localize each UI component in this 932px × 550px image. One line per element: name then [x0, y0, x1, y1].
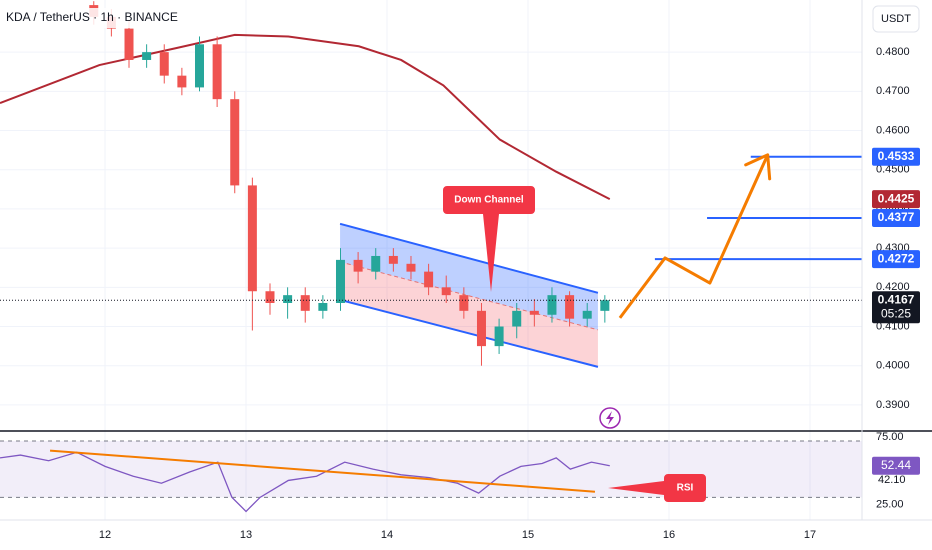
- candle-body: [318, 302, 328, 311]
- level-label-bg: [872, 250, 920, 269]
- callout: [608, 474, 706, 502]
- price-pane: Down Channel: [0, 1, 862, 368]
- title-bg: [0, 8, 196, 28]
- candle-body: [265, 291, 275, 303]
- y-tick-label: 0.4000: [876, 360, 910, 372]
- level-label: 0.4533: [878, 149, 915, 163]
- rsi-last-label: 52.44: [881, 458, 911, 472]
- x-tick-label: 16: [663, 529, 675, 541]
- candle-body: [335, 259, 345, 303]
- candle-body: [177, 75, 187, 88]
- level-label: 0.4272: [878, 251, 915, 265]
- candle-body: [424, 271, 434, 288]
- rsi-pane: RSI: [0, 440, 862, 513]
- rsi-marker-label: 42.10: [878, 474, 906, 486]
- ma-label-bg: [872, 190, 920, 209]
- candle-body: [406, 263, 416, 272]
- axes: 12 13 14 15 16 17 0.4800 0.4700 0.4600 0.4500 0.44…: [99, 46, 920, 541]
- channel-upper-fill: [340, 223, 598, 330]
- candle-body: [353, 259, 363, 272]
- x-tick-label: 14: [381, 529, 393, 541]
- y-tick-label: 0.4200: [876, 281, 910, 293]
- event-icon: [606, 411, 614, 425]
- candle-body: [565, 295, 575, 319]
- candle-body: [388, 255, 398, 264]
- candle-body: [194, 44, 204, 88]
- projection-arrowhead: [744, 153, 772, 181]
- y-tick-label: 0.4500: [876, 164, 910, 176]
- y-tick-label: 0.4800: [876, 46, 910, 58]
- candle-body: [159, 52, 169, 76]
- rsi-tick-label: 75.00: [876, 431, 904, 443]
- candle-body: [212, 44, 222, 100]
- projection: [618, 154, 770, 319]
- currency-button[interactable]: [872, 5, 920, 33]
- grid: [0, 0, 862, 520]
- channel-midline: [339, 261, 599, 331]
- last-label-bg: [872, 291, 920, 324]
- currency[interactable]: USDT: [881, 13, 911, 25]
- ma-label: 0.4425: [878, 191, 915, 205]
- rsi-tick-label: 25.00: [876, 498, 904, 510]
- channel-upper: [339, 222, 599, 294]
- candle-body: [476, 310, 486, 347]
- level-label-bg: [872, 147, 920, 166]
- callout: [443, 186, 535, 292]
- candle-body: [371, 255, 381, 272]
- candle-body: [547, 295, 557, 315]
- candle-body: [142, 52, 152, 60]
- candle-body: [283, 295, 293, 303]
- candle-body: [441, 287, 451, 296]
- y-tick-label: 0.4700: [876, 85, 910, 97]
- candle-body: [247, 185, 257, 292]
- candle-body: [512, 310, 522, 327]
- rsi-last-bg: [872, 456, 920, 475]
- chart-title: KDA / TetherUS · 1h · BINANCE: [6, 10, 178, 24]
- countdown: 05:25: [881, 306, 911, 320]
- y-tick-label: 0.4600: [876, 124, 910, 136]
- candle-body: [582, 310, 592, 319]
- x-tick-label: 15: [522, 529, 534, 541]
- channel-lower: [339, 298, 599, 368]
- candle-body: [124, 28, 134, 60]
- channel-lower-fill: [340, 261, 598, 367]
- x-tick-label: 12: [99, 529, 111, 541]
- last-label: 0.4167: [878, 292, 915, 306]
- candle-body: [494, 326, 504, 347]
- rsi-band: [0, 441, 862, 498]
- y-tick-label: 0.4100: [876, 320, 910, 332]
- candle-body: [300, 295, 310, 311]
- level-label-bg: [872, 208, 920, 227]
- candle-body: [529, 310, 539, 315]
- candle-body: [600, 300, 610, 311]
- rsi-trendline: [49, 449, 596, 493]
- callout-label: RSI: [677, 483, 694, 494]
- candle-body: [230, 99, 240, 186]
- y-tick-label: 0.3900: [876, 399, 910, 411]
- x-tick-label: 13: [240, 529, 252, 541]
- x-tick-label: 17: [804, 529, 816, 541]
- callout-label: Down Channel: [454, 195, 524, 206]
- rsi-line: [0, 451, 610, 513]
- level-label: 0.4377: [878, 210, 915, 224]
- candle-body: [459, 295, 469, 311]
